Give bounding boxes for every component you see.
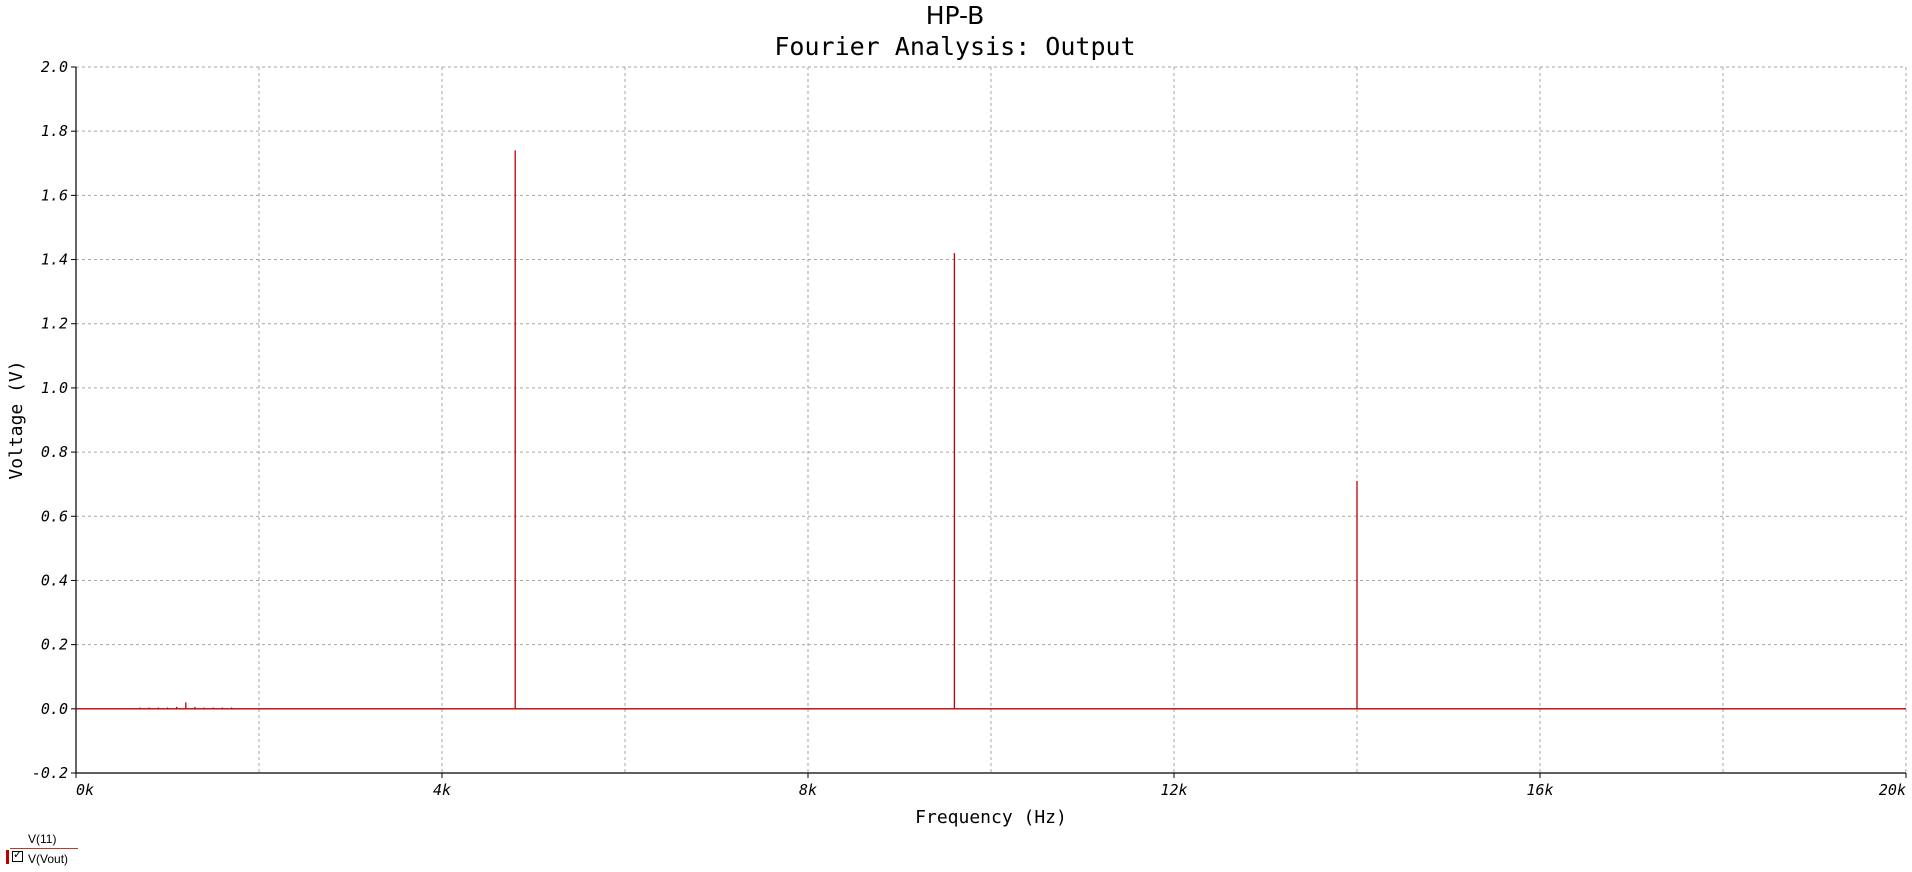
check-icon: ✓ [13,849,23,861]
x-tick-label: 8k [799,781,817,799]
trace-legend: V(11) ✓ V(Vout) [0,830,90,870]
y-tick-label: 2.0 [41,58,68,76]
y-tick-label: 0.8 [41,443,68,461]
x-tick-label: 16k [1526,781,1553,799]
y-tick-label: -0.2 [32,764,68,782]
y-tick-label: 1.2 [41,315,68,333]
legend-series-vout[interactable]: V(Vout) [28,852,69,866]
legend-series-v11[interactable]: V(11) [28,832,57,846]
y-tick-label: 0.2 [41,636,68,654]
axes [71,66,1907,778]
y-axis-label: Voltage (V) [6,360,27,479]
grid-lines [76,66,1907,773]
x-tick-label: 12k [1160,781,1187,799]
trace-visibility-checkbox[interactable]: ✓ [12,849,23,862]
y-tick-label: 0.4 [41,571,68,589]
chart-subtitle: Fourier Analysis: Output [774,32,1135,61]
trace-color-swatch [6,850,9,864]
x-axis-label: Frequency (Hz) [915,807,1067,828]
tick-labels: 2.0 1.8 1.6 1.4 1.2 1.0 0.8 0.6 0.4 0.2 0.0 -0.2 0k 4… [32,58,1906,799]
x-tick-label: 20k [1879,781,1906,799]
legend-divider [10,848,78,849]
x-tick-label: 0k [76,781,94,799]
y-tick-label: 0.0 [41,700,68,718]
y-tick-label: 1.4 [41,251,68,269]
y-tick-label: 1.0 [41,379,68,397]
y-tick-label: 0.6 [41,507,68,525]
y-tick-label: 1.8 [41,122,68,140]
x-tick-label: 4k [433,781,451,799]
chart-title: HP-B [926,1,985,30]
y-tick-label: 1.6 [41,186,68,204]
plot-area[interactable] [76,150,1906,710]
